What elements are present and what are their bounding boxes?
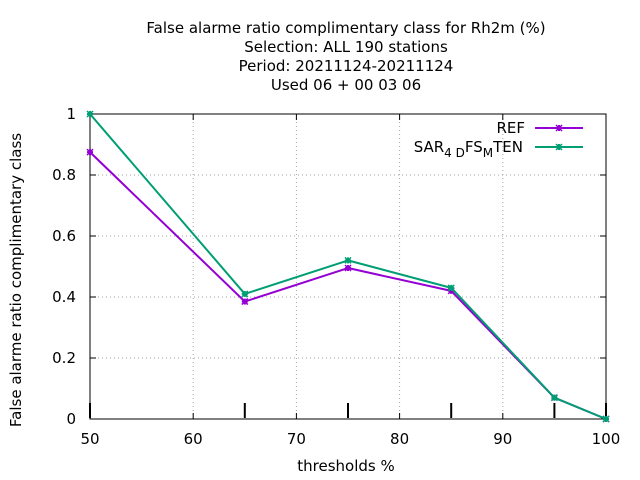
legend-point bbox=[555, 143, 563, 151]
x-tick-label: 70 bbox=[287, 430, 306, 448]
legend-sar-part-1: SAR bbox=[414, 138, 444, 156]
y-tick-label: 0.6 bbox=[52, 227, 76, 245]
plot-border bbox=[89, 113, 607, 420]
title-line-3: Period: 20211124-20211124 bbox=[239, 57, 454, 75]
legend-marker-sar bbox=[555, 143, 563, 151]
series-group bbox=[86, 110, 610, 423]
y-axis-label: False alarme ratio complimentary class bbox=[7, 133, 25, 427]
legend-sar-part-3: FS bbox=[465, 138, 483, 156]
data-point bbox=[602, 415, 610, 423]
data-point bbox=[344, 256, 352, 264]
legend-label-ref: REF bbox=[496, 119, 525, 137]
legend-sar-part-5: TEN bbox=[492, 138, 523, 156]
legend: REF SAR4 DFSMTEN bbox=[414, 119, 583, 160]
data-point bbox=[86, 110, 94, 118]
x-tick-label: 90 bbox=[493, 430, 512, 448]
data-point bbox=[447, 284, 455, 292]
data-point bbox=[550, 394, 558, 402]
data-point bbox=[241, 298, 249, 306]
y-tick-label: 0.2 bbox=[52, 349, 76, 367]
title-line-4: Used 06 + 00 03 06 bbox=[271, 76, 421, 94]
x-axis-label: thresholds % bbox=[297, 457, 394, 475]
y-axis-ticks: 0 0.2 0.4 0.6 0.8 1 bbox=[52, 105, 606, 428]
x-threshold-marks bbox=[89, 403, 607, 418]
data-point bbox=[344, 264, 352, 272]
x-tick-label: 50 bbox=[80, 430, 99, 448]
title-line-2: Selection: ALL 190 stations bbox=[244, 38, 448, 56]
y-tick-label: 0.4 bbox=[52, 288, 76, 306]
x-tick-label: 60 bbox=[184, 430, 203, 448]
x-axis-ticks: 50 60 70 80 90 100 bbox=[80, 114, 620, 448]
legend-sar-part-2: 4 D bbox=[444, 146, 465, 160]
x-tick-label: 100 bbox=[592, 430, 621, 448]
x-tick-label: 80 bbox=[390, 430, 409, 448]
legend-sar-part-4: M bbox=[483, 146, 493, 160]
data-point bbox=[241, 290, 249, 298]
legend-point bbox=[555, 124, 563, 132]
y-tick-label: 0 bbox=[66, 410, 76, 428]
legend-label-sar: SAR4 DFSMTEN bbox=[414, 138, 523, 160]
grid bbox=[90, 114, 606, 419]
data-point bbox=[86, 148, 94, 156]
chart-title: False alarme ratio complimentary class f… bbox=[146, 19, 545, 94]
series-line-sar bbox=[89, 113, 607, 420]
y-tick-label: 0.8 bbox=[52, 166, 76, 184]
legend-marker-ref bbox=[555, 124, 563, 132]
y-tick-label: 1 bbox=[66, 105, 76, 123]
series-line-ref bbox=[89, 151, 607, 420]
title-line-1: False alarme ratio complimentary class f… bbox=[146, 19, 545, 37]
